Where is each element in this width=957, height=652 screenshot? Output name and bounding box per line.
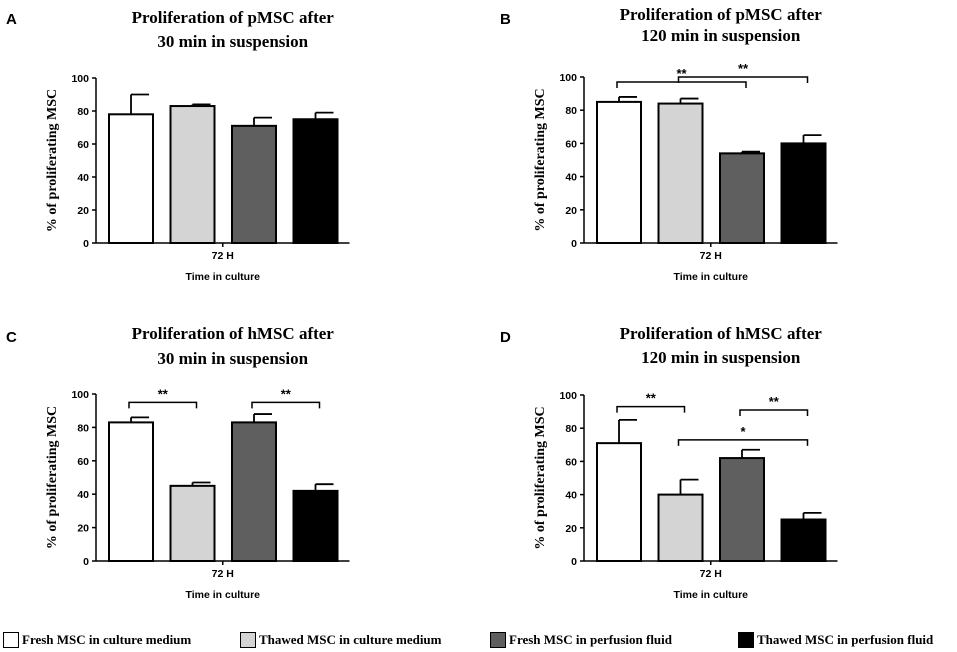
y-tick-label: 20 [77,205,89,217]
y-tick-label: 60 [77,456,89,468]
y-tick-label: 80 [77,106,89,118]
bar [657,493,704,563]
x-axis-label: Time in culture [674,589,749,601]
chart-panel-b: B Proliferation of pMSC after 120 min in s… [500,5,838,283]
y-tick-label: 80 [77,422,89,434]
bar [719,457,765,562]
significance-label: ** [676,66,687,81]
y-tick-label: 40 [77,489,89,501]
chart-title-line: 30 min in suspension [157,32,308,51]
significance-bracket [739,409,809,416]
bar [596,100,642,245]
bar [780,518,827,562]
bar [292,489,339,562]
bar [169,105,216,244]
y-tick-label: 0 [83,238,89,250]
bar [719,152,765,244]
x-category-label: 72 H [700,250,722,262]
y-tick-label: 20 [565,523,577,535]
chart-title-line: Proliferation of pMSC after [620,5,823,24]
bar [231,421,277,563]
x-category-label: 72 H [212,568,234,580]
panel-letter: A [6,11,17,28]
legend-item-thawed-culture: Thawed MSC in culture medium [240,630,442,650]
bar [108,113,154,244]
y-axis-label: % of proliferating MSC [45,406,60,549]
legend-swatch-fresh-perfusion [490,632,506,648]
x-category-label: 72 H [212,250,234,262]
significance-label: ** [646,391,657,406]
bar [657,102,704,244]
legend-item-fresh-culture: Fresh MSC in culture medium [3,630,191,650]
chart-panel-c: C Proliferation of hMSC after 30 min in su… [6,324,350,601]
legend-label: Fresh MSC in perfusion fluid [509,632,673,647]
y-tick-label: 60 [565,138,577,150]
legend: Fresh MSC in culture medium Thawed MSC i… [0,630,957,652]
significance-bracket [251,401,321,409]
y-tick-label: 0 [83,556,89,568]
bar [108,421,154,563]
y-tick-label: 0 [571,238,577,250]
significance-bracket [677,76,809,83]
significance-label: ** [769,394,780,409]
figure: A Proliferation of pMSC after 30 min in su… [6,5,838,601]
x-axis-label: Time in culture [186,589,261,601]
legend-swatch-thawed-perfusion [738,632,754,648]
significance-label: ** [158,386,169,401]
significance-label: * [740,424,746,439]
y-tick-label: 60 [77,139,89,151]
y-tick-label: 40 [565,490,577,502]
legend-label: Thawed MSC in perfusion fluid [757,632,934,647]
significance-bracket [128,401,198,409]
chart-title-line: 120 min in suspension [641,348,801,367]
chart-panel-d: D Proliferation of hMSC after 120 min in s… [500,324,838,601]
y-tick-label: 100 [559,72,577,84]
significance-bracket [677,439,809,446]
panel-letter: B [500,11,511,28]
bar [231,124,277,244]
y-axis-label: % of proliferating MSC [45,89,60,232]
panel-letter: C [6,329,17,346]
legend-label: Fresh MSC in culture medium [22,632,192,647]
y-axis-label: % of proliferating MSC [533,88,548,231]
bar [780,142,827,244]
x-category-label: 72 H [700,568,722,580]
y-axis-label: % of proliferating MSC [533,406,548,549]
significance-label: ** [738,61,749,76]
y-tick-label: 100 [559,390,577,402]
y-tick-label: 80 [565,105,577,117]
x-axis-label: Time in culture [674,271,749,283]
y-tick-label: 80 [565,423,577,435]
y-tick-label: 40 [77,172,89,184]
y-tick-label: 40 [565,172,577,184]
legend-item-thawed-perfusion: Thawed MSC in perfusion fluid [738,630,933,650]
legend-label: Thawed MSC in culture medium [259,632,442,647]
legend-swatch-thawed-culture [240,632,256,648]
y-tick-label: 20 [565,205,577,217]
legend-item-fresh-perfusion: Fresh MSC in perfusion fluid [490,630,672,650]
bar [169,484,216,563]
significance-bracket [616,405,686,413]
bar [596,442,642,563]
chart-title-line: 30 min in suspension [157,349,308,368]
y-tick-label: 100 [71,389,89,401]
significance-label: ** [281,386,292,401]
y-tick-label: 20 [77,523,89,535]
y-tick-label: 100 [71,73,89,85]
x-axis-label: Time in culture [186,271,261,283]
chart-title-line: Proliferation of hMSC after [132,324,335,343]
chart-title-line: Proliferation of pMSC after [132,8,335,27]
chart-title-line: Proliferation of hMSC after [620,324,823,343]
y-tick-label: 0 [571,556,577,568]
y-tick-label: 60 [565,456,577,468]
panel-letter: D [500,329,511,346]
bar [292,118,339,244]
significance-bracket [616,81,747,88]
chart-title-line: 120 min in suspension [641,26,801,45]
chart-panel-a: A Proliferation of pMSC after 30 min in su… [6,8,350,283]
legend-swatch-fresh-culture [3,632,19,648]
